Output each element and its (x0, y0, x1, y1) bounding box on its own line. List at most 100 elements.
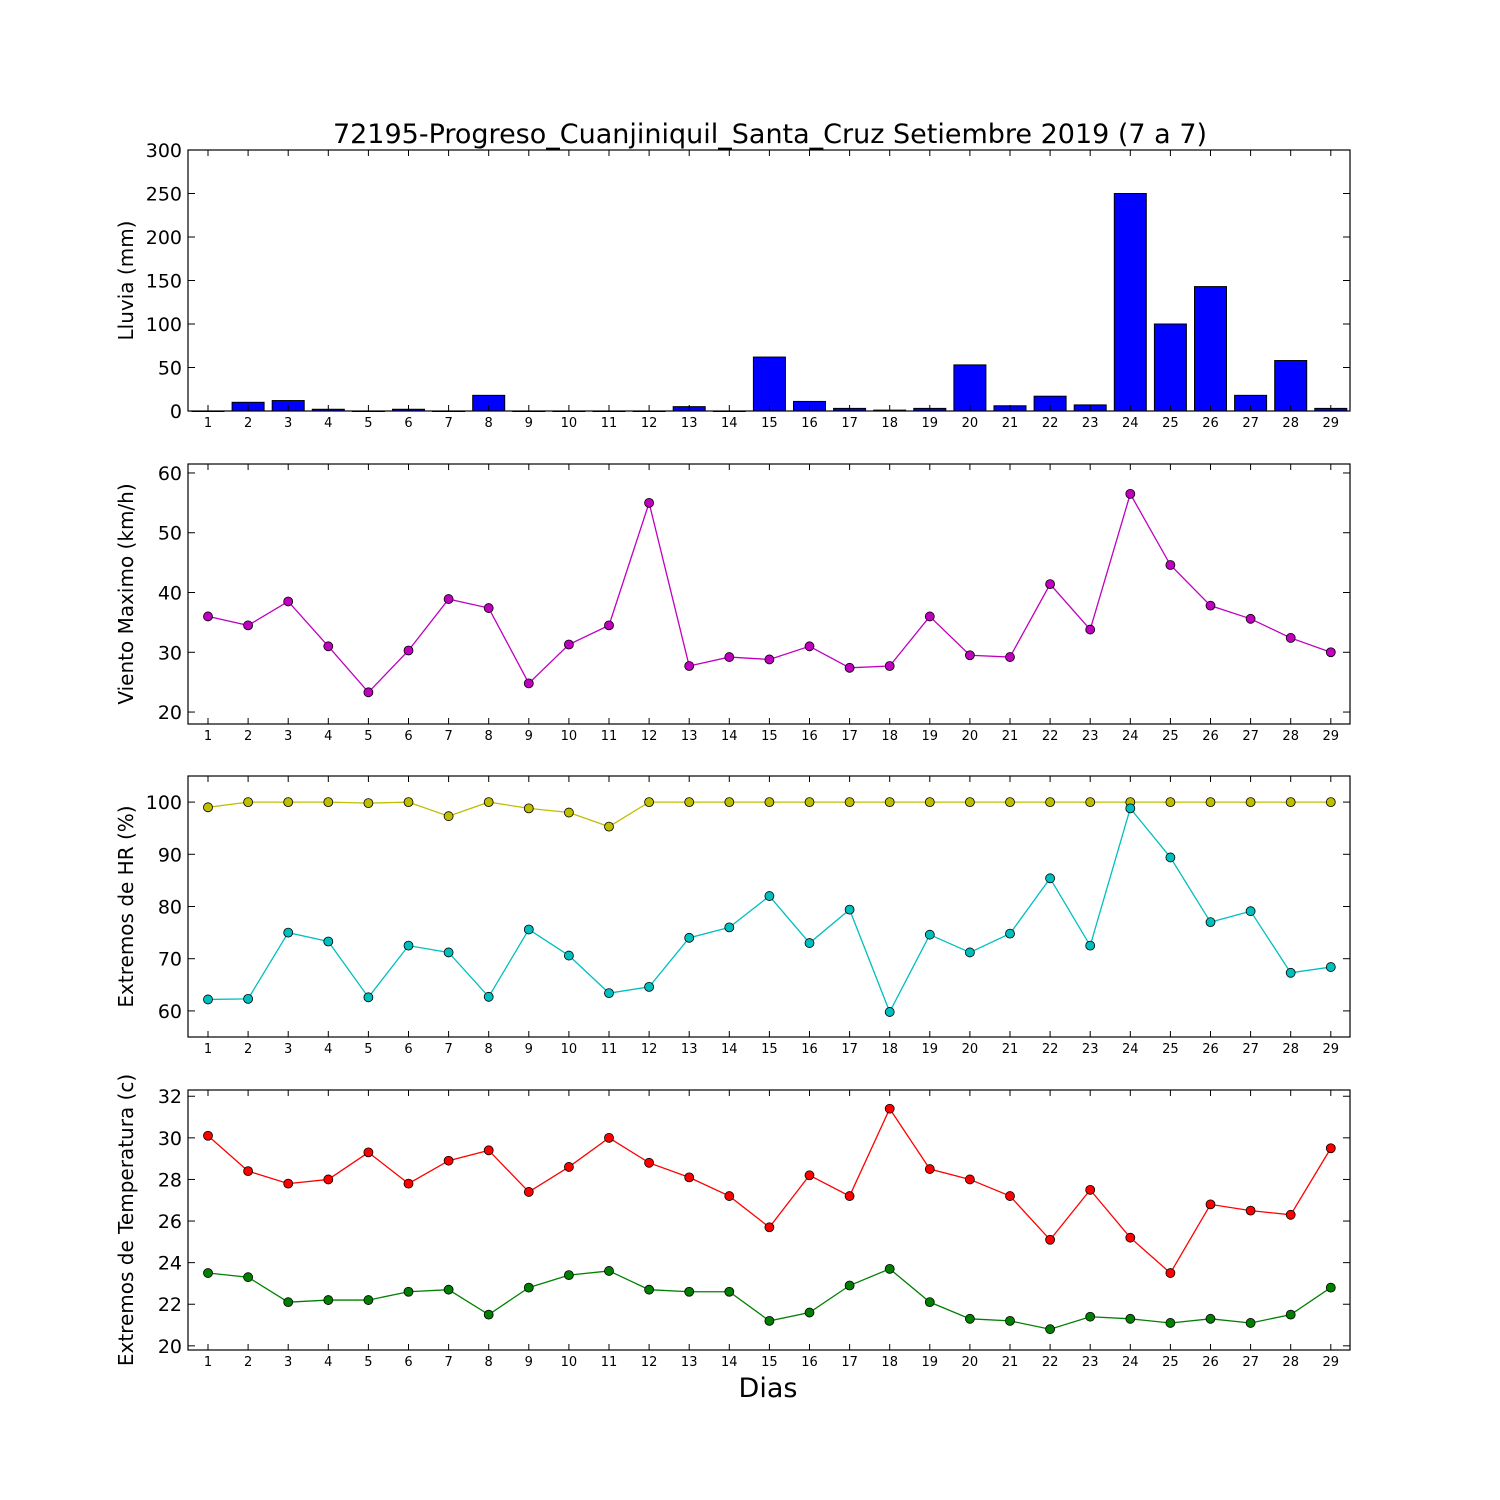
x-tick-label: 27 (1242, 416, 1259, 431)
x-tick-label: 27 (1242, 729, 1259, 744)
x-tick-label: 4 (324, 729, 332, 744)
y-axis-label: Lluvia (mm) (114, 221, 138, 341)
x-tick-label: 1 (204, 416, 212, 431)
x-tick-label: 12 (641, 1042, 658, 1057)
x-tick-label: 28 (1282, 729, 1299, 744)
x-tick-label: 2 (244, 729, 252, 744)
series-2-point-day-1 (203, 1268, 213, 1278)
x-tick-label: 1 (204, 1355, 212, 1370)
series-2-point-day-15 (764, 1315, 775, 1326)
x-tick-label: 29 (1323, 729, 1340, 744)
series-1-point-day-10 (564, 639, 574, 650)
series-1-point-day-26 (1205, 797, 1216, 807)
series-1-point-day-5 (363, 687, 374, 698)
x-tick-label: 12 (641, 416, 658, 431)
x-tick-label: 8 (485, 1042, 493, 1057)
series-1-point-day-5 (363, 798, 374, 809)
x-tick-label: 25 (1162, 729, 1179, 744)
series-2-point-day-13 (684, 932, 695, 943)
x-tick-label: 19 (922, 729, 939, 744)
series-1-point-day-17 (844, 797, 855, 807)
series-1-point-day-7 (443, 1155, 454, 1166)
y-axis-label: Extremos de HR (%) (114, 805, 138, 1007)
x-tick-label: 28 (1282, 416, 1299, 431)
x-tick-label: 15 (761, 416, 778, 431)
series-2-point-day-1 (203, 994, 213, 1005)
series-1-point-day-4 (323, 1174, 334, 1185)
series-1-point-day-28 (1285, 1209, 1296, 1220)
series-1-point-day-12 (644, 497, 654, 508)
y-tick-label: 300 (146, 140, 182, 162)
series-1-point-day-18 (884, 661, 895, 671)
bar-day-26 (1194, 286, 1227, 412)
series-1-point-day-26 (1205, 600, 1216, 611)
y-tick-label: 24 (158, 1253, 182, 1275)
series-2-point-day-6 (403, 1286, 414, 1297)
series-1-point-day-25 (1165, 797, 1176, 807)
series-1-point-day-8 (483, 603, 494, 613)
x-tick-label: 12 (641, 1355, 658, 1370)
series-2-point-day-21 (1005, 928, 1015, 939)
series-1-point-day-2 (243, 1166, 254, 1177)
series-2-point-day-6 (403, 940, 414, 951)
x-tick-label: 22 (1042, 729, 1059, 744)
x-axis-label: Dias (739, 1373, 798, 1404)
x-tick-label: 11 (601, 1355, 618, 1370)
series-1-point-day-21 (1005, 652, 1015, 662)
x-tick-label: 8 (485, 416, 493, 431)
series-2-point-day-22 (1045, 1324, 1055, 1335)
x-tick-label: 12 (641, 729, 658, 744)
series-2-point-day-13 (684, 1286, 695, 1297)
y-tick-label: 150 (146, 271, 182, 293)
series-1-point-day-13 (684, 661, 695, 671)
x-tick-label: 6 (404, 729, 412, 744)
series-1-point-day-7 (443, 811, 454, 822)
series-2-point-day-12 (644, 981, 654, 992)
series-2-point-day-28 (1285, 967, 1296, 978)
series-2-point-day-23 (1085, 1311, 1096, 1322)
series-2-point-day-9 (523, 1282, 534, 1293)
x-tick-label: 15 (761, 1355, 778, 1370)
series-1-point-day-16 (804, 797, 815, 807)
x-tick-label: 26 (1202, 416, 1219, 431)
y-tick-label: 30 (158, 642, 182, 664)
series-1-point-day-1 (203, 1130, 213, 1141)
panel-rainfall: 1 2 3 4 5 6 7 8 9 10 11 12 13 14 15 16 17 18 19 20 21 22 23 24 2… (114, 140, 1351, 431)
series-1-point-day-8 (483, 1145, 494, 1156)
series-1-point-day-25 (1165, 560, 1176, 570)
series-2-point-day-25 (1165, 1318, 1176, 1328)
x-tick-label: 18 (881, 1042, 898, 1057)
series-1-point-day-29 (1325, 647, 1336, 658)
series-1-point-day-16 (804, 641, 815, 652)
series-1-point-day-7 (443, 594, 454, 604)
x-tick-label: 9 (525, 416, 533, 431)
series-1-point-day-18 (884, 797, 895, 807)
x-tick-label: 10 (561, 416, 578, 431)
y-tick-label: 40 (158, 583, 182, 605)
series-1-point-day-11 (604, 1132, 614, 1143)
x-tick-label: 10 (561, 729, 578, 744)
series-1-point-day-22 (1045, 1234, 1055, 1245)
series-1-point-day-11 (604, 821, 614, 832)
x-tick-label: 21 (1002, 729, 1019, 744)
series-1-point-day-6 (403, 645, 414, 656)
series-1-point-day-20 (965, 797, 975, 807)
series-1-point-day-29 (1325, 1143, 1336, 1154)
x-tick-label: 22 (1042, 416, 1059, 431)
x-tick-label: 24 (1122, 1355, 1139, 1370)
series-2-point-day-2 (243, 1272, 254, 1283)
series-2-point-day-4 (323, 936, 334, 947)
series-2-point-day-8 (483, 991, 494, 1002)
x-tick-label: 11 (601, 1042, 618, 1057)
x-tick-label: 1 (204, 1042, 212, 1057)
panel-max-wind: 1 2 3 4 5 6 7 8 9 10 11 12 13 14 15 16 17 18 19 20 21 22 23 24 2… (114, 463, 1351, 744)
x-tick-label: 13 (681, 1355, 698, 1370)
x-tick-label: 6 (404, 1355, 412, 1370)
series-1-point-day-22 (1045, 797, 1055, 807)
plot-frame (187, 1089, 1351, 1351)
y-tick-label: 250 (146, 184, 182, 206)
x-tick-label: 4 (324, 416, 332, 431)
series-1-point-day-27 (1245, 797, 1256, 807)
series-2-point-day-24 (1125, 1313, 1136, 1324)
series-1-point-day-17 (844, 662, 855, 673)
